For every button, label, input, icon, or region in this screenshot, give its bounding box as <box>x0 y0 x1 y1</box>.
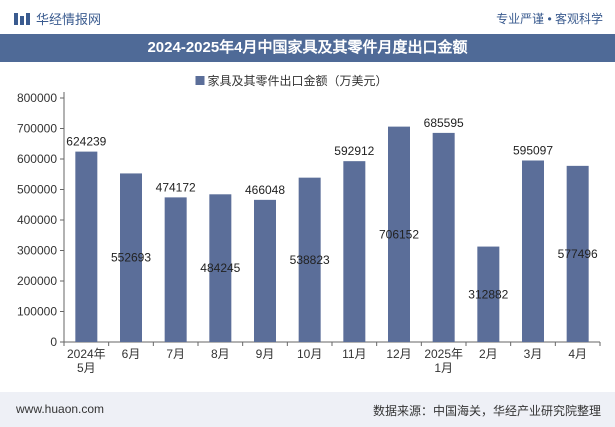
y-tick-label: 400000 <box>17 213 57 227</box>
x-tick-label: 2025年 <box>424 347 463 361</box>
bar <box>522 160 544 342</box>
logo-icon <box>14 12 30 25</box>
x-tick-label: 7月 <box>166 347 185 361</box>
x-tick-label: 11月 <box>342 347 366 361</box>
bar <box>566 165 589 342</box>
x-tick-label: 4月 <box>568 347 587 361</box>
bar-chart: 家具及其零件出口金额（万美元） 0 100000 200000 300000 400000… <box>17 73 601 375</box>
bar <box>298 177 321 342</box>
data-label: 474172 <box>156 180 196 194</box>
data-label: 552693 <box>111 251 151 265</box>
bar <box>432 132 455 342</box>
data-label: 466048 <box>245 183 285 197</box>
data-label: 685595 <box>424 116 464 130</box>
bar <box>388 126 410 342</box>
x-tick-label: 1月 <box>434 361 453 375</box>
y-tick-label: 100000 <box>17 305 57 319</box>
bar <box>254 199 276 342</box>
x-tick-label: 2024年 <box>67 347 106 361</box>
data-label: 592912 <box>334 144 374 158</box>
data-label: 538823 <box>290 253 330 267</box>
data-label: 484245 <box>200 261 240 275</box>
data-label: 312882 <box>468 287 508 301</box>
chart-area: 家具及其零件出口金额（万美元） 0 100000 200000 300000 400000… <box>0 62 615 392</box>
brand-name: 华经情报网 <box>36 12 102 27</box>
brand[interactable]: 华经情报网 <box>14 9 101 28</box>
legend-swatch <box>195 76 205 85</box>
x-tick-label: 3月 <box>524 347 543 361</box>
bar <box>209 194 232 342</box>
x-tick-label: 6月 <box>122 347 141 361</box>
x-tick-label: 9月 <box>256 347 275 361</box>
data-label: 577496 <box>558 247 598 261</box>
y-tick-label: 300000 <box>17 244 57 258</box>
data-label: 706152 <box>379 227 419 241</box>
y-tick-label: 800000 <box>17 91 57 105</box>
x-tick-label: 8月 <box>211 347 230 361</box>
x-tick-label: 12月 <box>386 347 411 361</box>
bar <box>164 197 187 342</box>
bar <box>120 173 142 342</box>
x-tick-label: 2月 <box>479 347 498 361</box>
x-tick-label: 5月 <box>77 361 96 375</box>
y-tick-label: 200000 <box>17 274 57 288</box>
footer-source: 数据来源：中国海关，华经产业研究院整理 <box>372 404 601 418</box>
bar <box>75 151 98 342</box>
y-tick-label: 500000 <box>17 183 57 197</box>
top-bar: 华经情报网 专业严谨 • 客观科学 <box>0 0 615 34</box>
data-label: 624239 <box>66 135 106 149</box>
footer: www.huaon.com 数据来源：中国海关，华经产业研究院整理 <box>0 392 615 427</box>
page-title: 2024-2025年4月中国家具及其零件月度出口金额 <box>0 34 615 62</box>
footer-website[interactable]: www.huaon.com <box>16 402 105 416</box>
legend-label: 家具及其零件出口金额（万美元） <box>208 73 388 88</box>
x-tick-label: 10月 <box>297 347 322 361</box>
y-tick-label: 600000 <box>17 152 57 166</box>
tagline: 专业严谨 • 客观科学 <box>496 12 603 26</box>
data-label: 595097 <box>513 143 553 157</box>
y-tick-label: 700000 <box>17 122 57 136</box>
bar <box>477 246 500 342</box>
bar <box>343 161 366 342</box>
y-tick-label: 0 <box>50 335 57 349</box>
